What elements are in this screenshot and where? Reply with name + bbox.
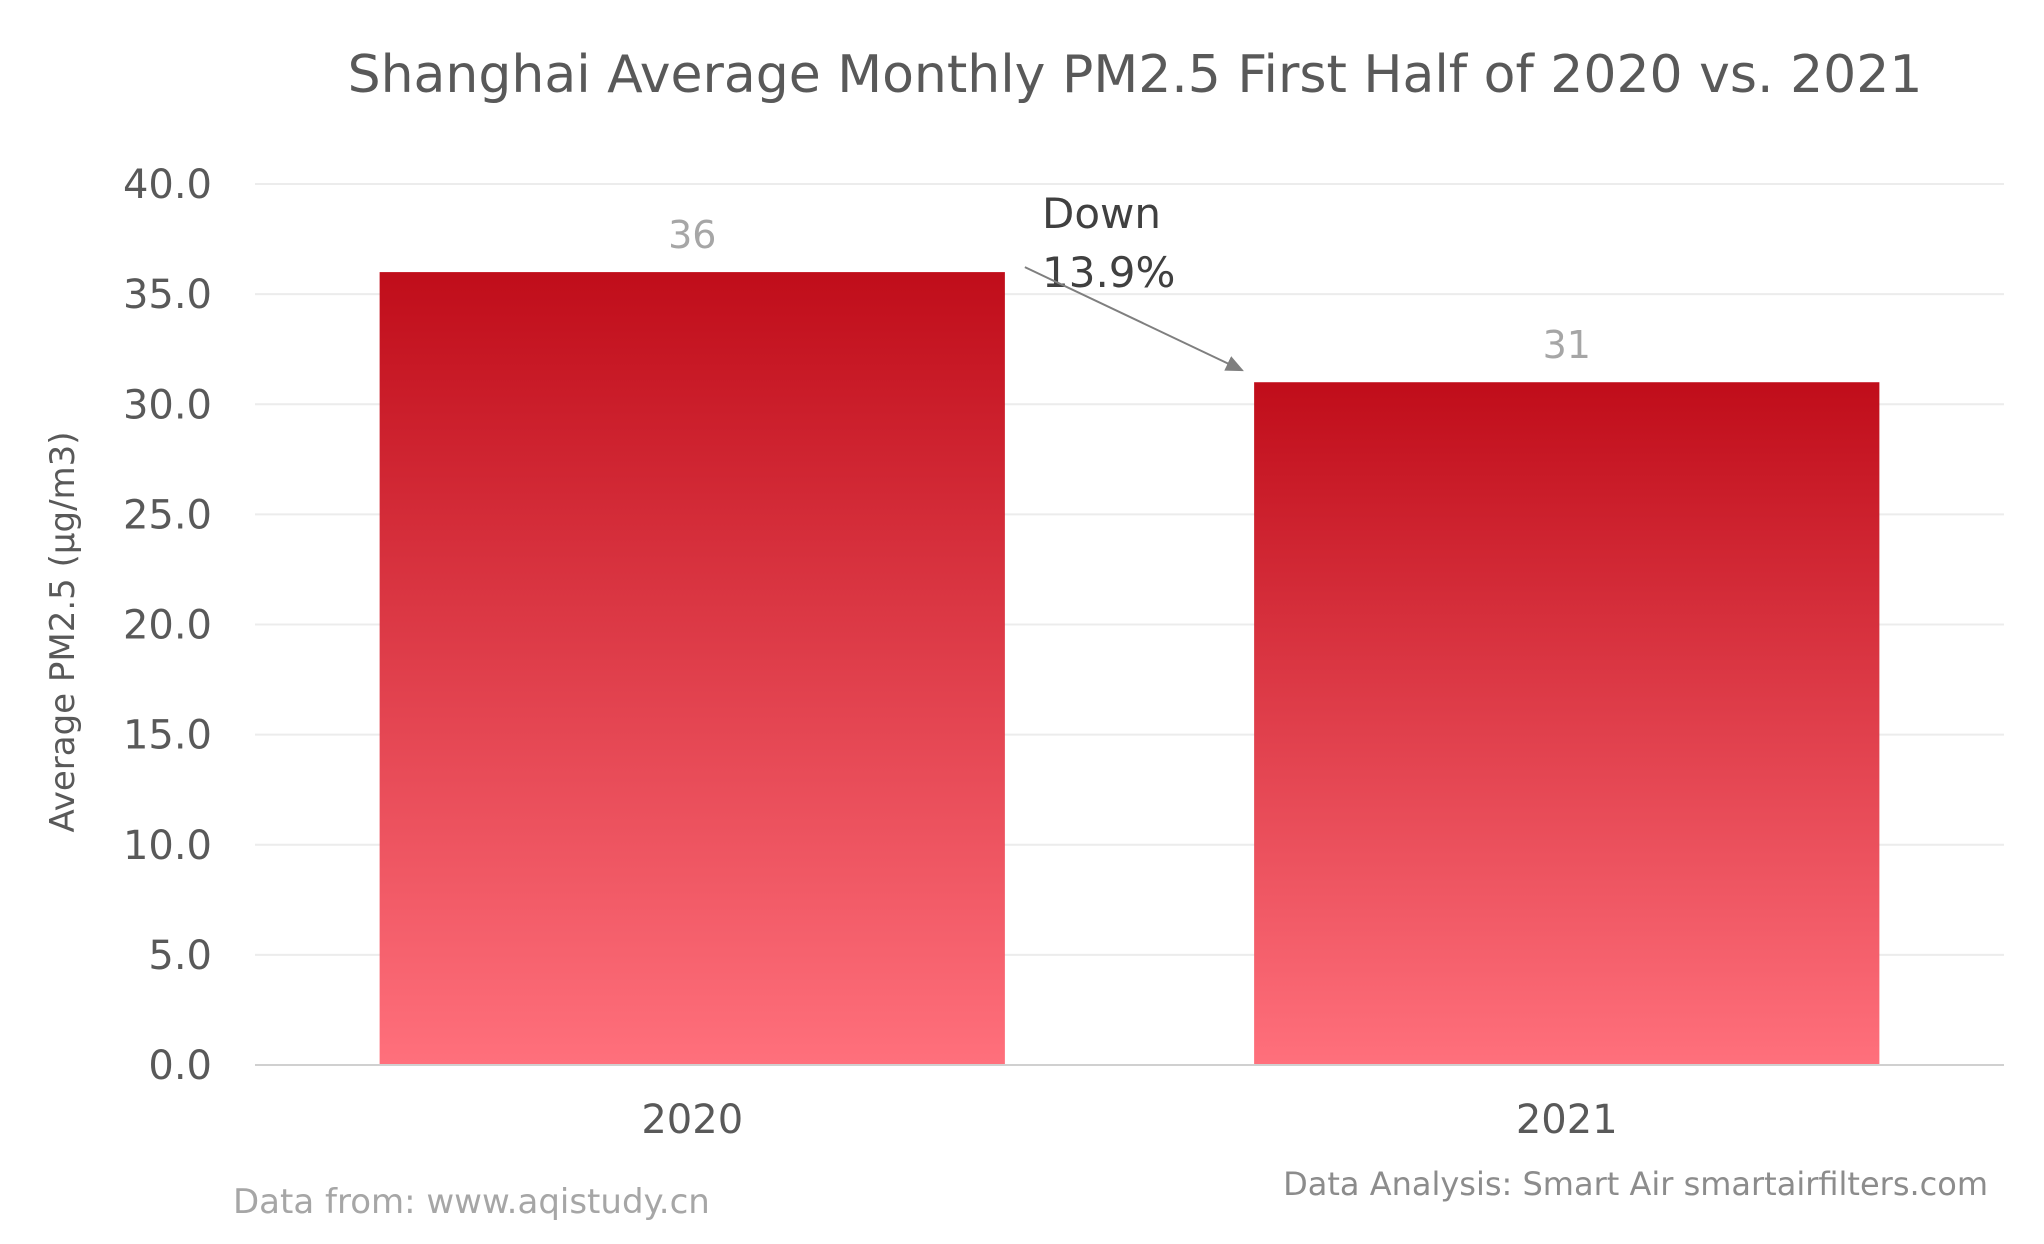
y-tick-label: 25.0 xyxy=(123,492,212,538)
data-labels: 36 31 xyxy=(668,213,1591,367)
annotation-line1: Down xyxy=(1042,189,1161,238)
chart-title: Shanghai Average Monthly PM2.5 First Hal… xyxy=(348,45,1923,105)
y-axis-ticks: 0.0 5.0 10.0 15.0 20.0 25.0 30.0 35.0 40.0 xyxy=(123,162,212,1089)
y-tick-label: 40.0 xyxy=(123,162,212,208)
credit-note: Data Analysis: Smart Air smartairfilters… xyxy=(1283,1165,1988,1203)
annotation-arrow xyxy=(1024,266,1244,372)
annotation-line2: 13.9% xyxy=(1042,248,1175,297)
bar-2020 xyxy=(379,272,1005,1066)
y-axis-label: Average PM2.5 (μg/m3) xyxy=(43,431,83,832)
bar-2021 xyxy=(1254,382,1880,1066)
x-axis-ticks: 2020 2021 xyxy=(641,1097,1617,1143)
x-tick-label-2020: 2020 xyxy=(641,1097,743,1143)
y-tick-label: 10.0 xyxy=(123,823,212,869)
y-tick-label: 30.0 xyxy=(123,382,212,428)
y-tick-label: 15.0 xyxy=(123,713,212,759)
y-tick-label: 20.0 xyxy=(123,603,212,649)
y-tick-label: 5.0 xyxy=(148,933,212,979)
data-label-2021: 31 xyxy=(1543,323,1591,367)
x-tick-label-2021: 2021 xyxy=(1516,1097,1618,1143)
y-tick-label: 35.0 xyxy=(123,272,212,318)
y-tick-label: 0.0 xyxy=(148,1043,212,1089)
bars xyxy=(379,272,1880,1066)
source-note: Data from: www.aqistudy.cn xyxy=(233,1182,710,1222)
data-label-2020: 36 xyxy=(668,213,716,257)
